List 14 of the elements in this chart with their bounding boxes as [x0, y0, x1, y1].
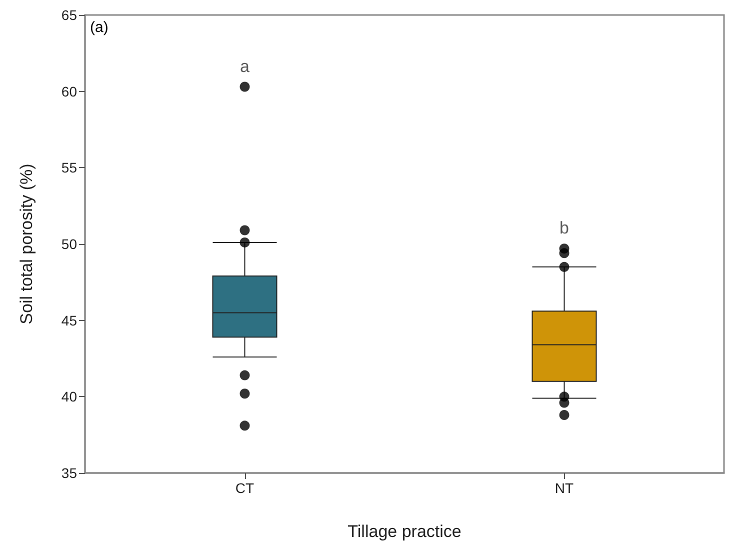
x-tick-label: CT	[235, 480, 255, 496]
annotation: (a)	[90, 19, 108, 36]
y-tick-label: 50	[61, 236, 78, 252]
x-tick-label: NT	[554, 480, 574, 496]
annotation: a	[240, 56, 250, 76]
y-tick-label: 35	[61, 465, 78, 481]
y-tick-label: 65	[61, 7, 78, 23]
y-tick-label: 60	[61, 83, 78, 100]
annotation: b	[560, 218, 569, 238]
y-tick-label: 55	[61, 160, 78, 176]
y-tick-label: 40	[61, 388, 78, 405]
x-axis-title: Tillage practice	[348, 522, 462, 541]
y-tick-label: 45	[61, 312, 78, 328]
y-axis-title: Soil total porosity (%)	[17, 164, 36, 324]
